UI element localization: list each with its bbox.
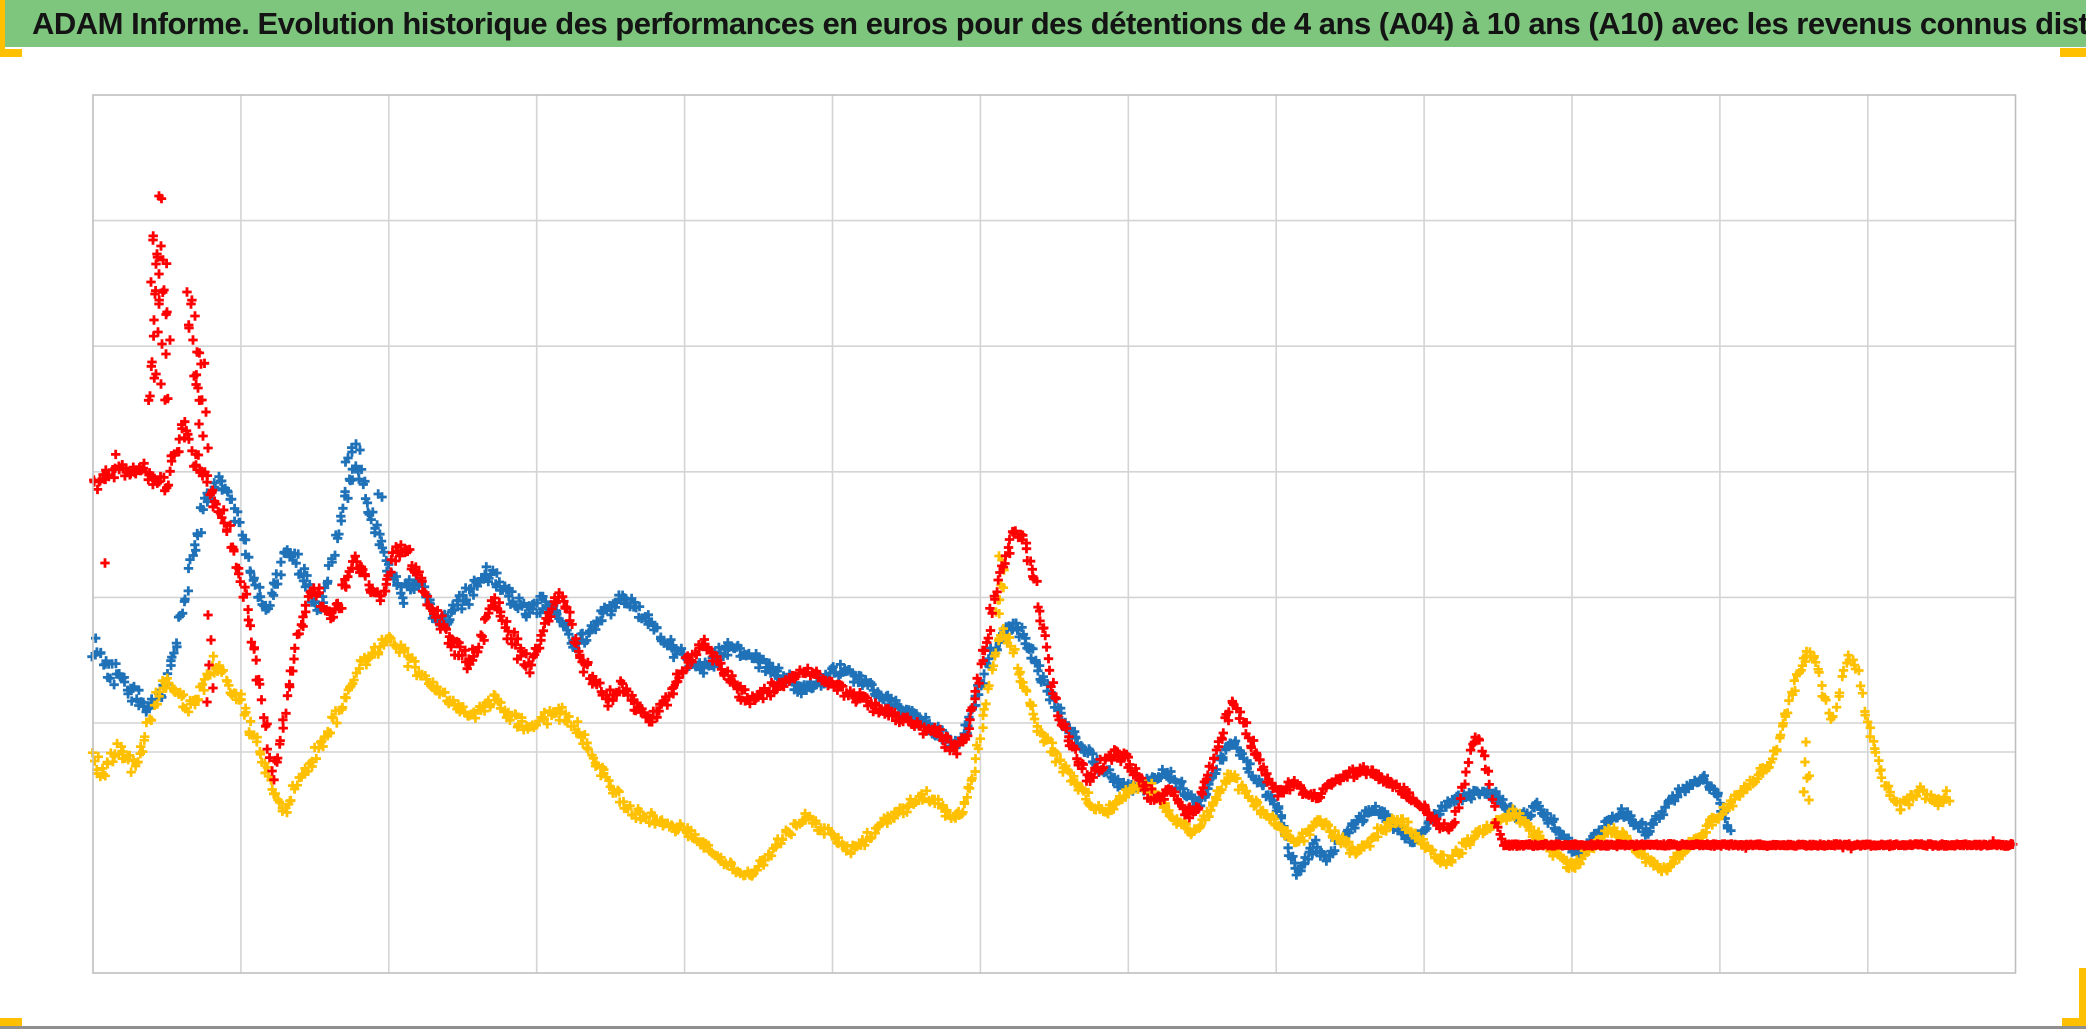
scatter-series: [87, 191, 2018, 881]
chart-title-bar: ADAM Informe. Evolution historique des p…: [0, 0, 2086, 47]
chart-title: ADAM Informe. Evolution historique des p…: [32, 5, 2086, 41]
selection-handle-bottom-left-stub[interactable]: [0, 1018, 22, 1028]
selection-handle-top-right-stub[interactable]: [2060, 48, 2086, 57]
selection-handle-bottom-right-horizontal[interactable]: [2062, 1018, 2086, 1028]
series-blue-points: [87, 439, 1736, 880]
selection-handle-top-left-vertical[interactable]: [0, 0, 5, 57]
selection-handle-top-left-stub[interactable]: [0, 49, 22, 57]
series-gold-points: [87, 551, 1955, 881]
bottom-divider: [0, 1026, 2086, 1029]
selection-handle-bottom-right-vertical[interactable]: [2079, 968, 2086, 1028]
plot-area-border: [92, 94, 2017, 974]
